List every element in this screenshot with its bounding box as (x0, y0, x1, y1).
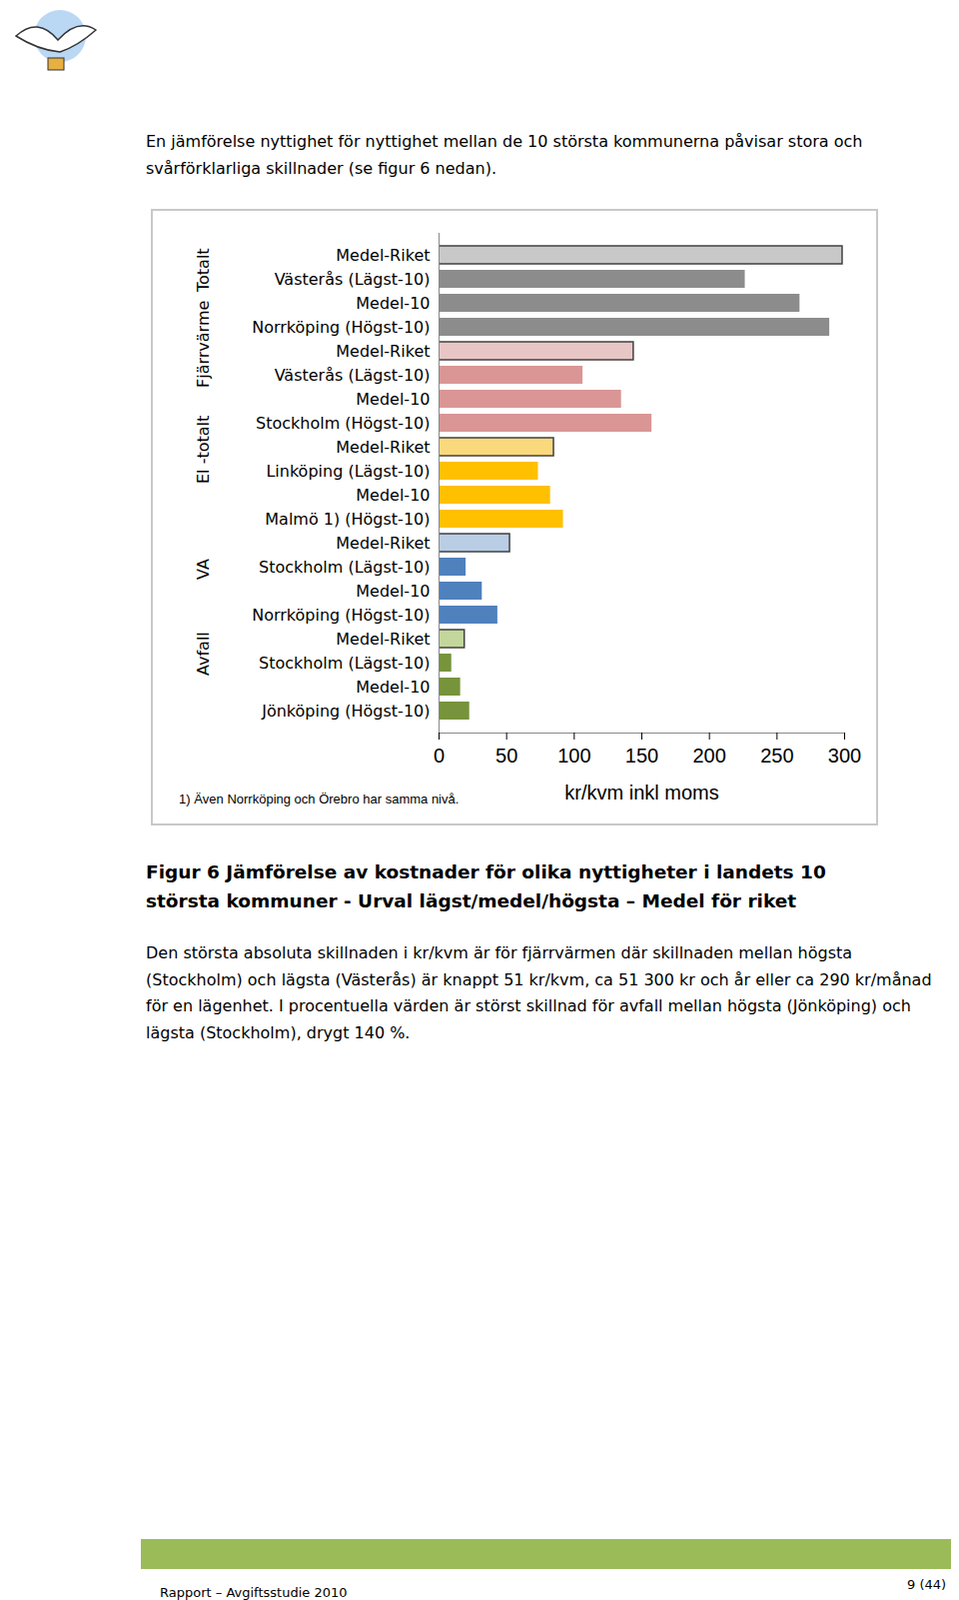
svg-text:300: 300 (828, 744, 862, 767)
svg-text:El -totalt: El -totalt (193, 415, 213, 484)
svg-text:Västerås (Lägst-10): Västerås (Lägst-10) (274, 365, 431, 385)
svg-text:Stockholm (Högst-10): Stockholm (Högst-10) (255, 413, 431, 433)
html-text:Den största absoluta skillnade: Den största absoluta skillnaden i kr/kvm… (145, 943, 932, 1042)
svg-text:Avfall: Avfall (193, 631, 213, 676)
svg-text:Jönköping (Högst-10): Jönköping (Högst-10) (260, 701, 430, 721)
svg-text:Medel-10: Medel-10 (355, 485, 430, 505)
svg-text:Västerås (Lägst-10): Västerås (Lägst-10) (274, 269, 431, 289)
html-text:Rapport – Avgiftsstudie 2010: Rapport – Avgiftsstudie 2010 (159, 1584, 348, 1600)
html-text:9 (44): 9 (44) (907, 1576, 947, 1592)
svg-text:Medel-Riket: Medel-Riket (335, 245, 430, 265)
svg-text:0: 0 (433, 744, 445, 767)
svg-text:Norrköping (Högst-10): Norrköping (Högst-10) (251, 605, 430, 625)
svg-text:Malmö 1) (Högst-10): Malmö 1) (Högst-10) (264, 509, 430, 529)
html-text:Figur 6 Jämförelse av kostnade: Figur 6 Jämförelse av kostnader för olik… (145, 861, 826, 912)
html-text:En jämförelse nyttighet för ny: En jämförelse nyttighet för nyttighet me… (145, 131, 863, 178)
svg-text:50: 50 (495, 744, 518, 767)
svg-text:200: 200 (692, 744, 726, 767)
svg-text:Stockholm (Lägst-10): Stockholm (Lägst-10) (258, 557, 430, 577)
svg-text:Medel-Riket: Medel-Riket (335, 629, 430, 649)
svg-text:Medel-10: Medel-10 (355, 677, 430, 697)
svg-text:Medel-Riket: Medel-Riket (335, 437, 430, 457)
svg-text:Medel-10: Medel-10 (355, 293, 430, 313)
svg-text:Medel-10: Medel-10 (355, 389, 430, 409)
svg-text:150: 150 (625, 744, 659, 767)
svg-text:Medel-10: Medel-10 (355, 581, 430, 601)
svg-text:Linköping (Lägst-10): Linköping (Lägst-10) (265, 461, 430, 481)
svg-text:100: 100 (557, 744, 591, 767)
svg-text:Norrköping (Högst-10): Norrköping (Högst-10) (251, 317, 430, 337)
svg-text:Stockholm (Lägst-10): Stockholm (Lägst-10) (258, 653, 430, 673)
svg-text:VA: VA (193, 558, 213, 580)
svg-text:250: 250 (760, 744, 794, 767)
svg-text:kr/kvm inkl moms: kr/kvm inkl moms (564, 781, 719, 804)
html-text:1) Även Norrköping och Örebro: 1) Även Norrköping och Örebro har samma … (178, 791, 459, 807)
svg-text:Medel-Riket: Medel-Riket (335, 341, 430, 361)
svg-text:Fjärrvärme: Fjärrvärme (193, 300, 213, 388)
svg-text:Totalt: Totalt (193, 247, 213, 293)
svg-text:Medel-Riket: Medel-Riket (335, 533, 430, 553)
